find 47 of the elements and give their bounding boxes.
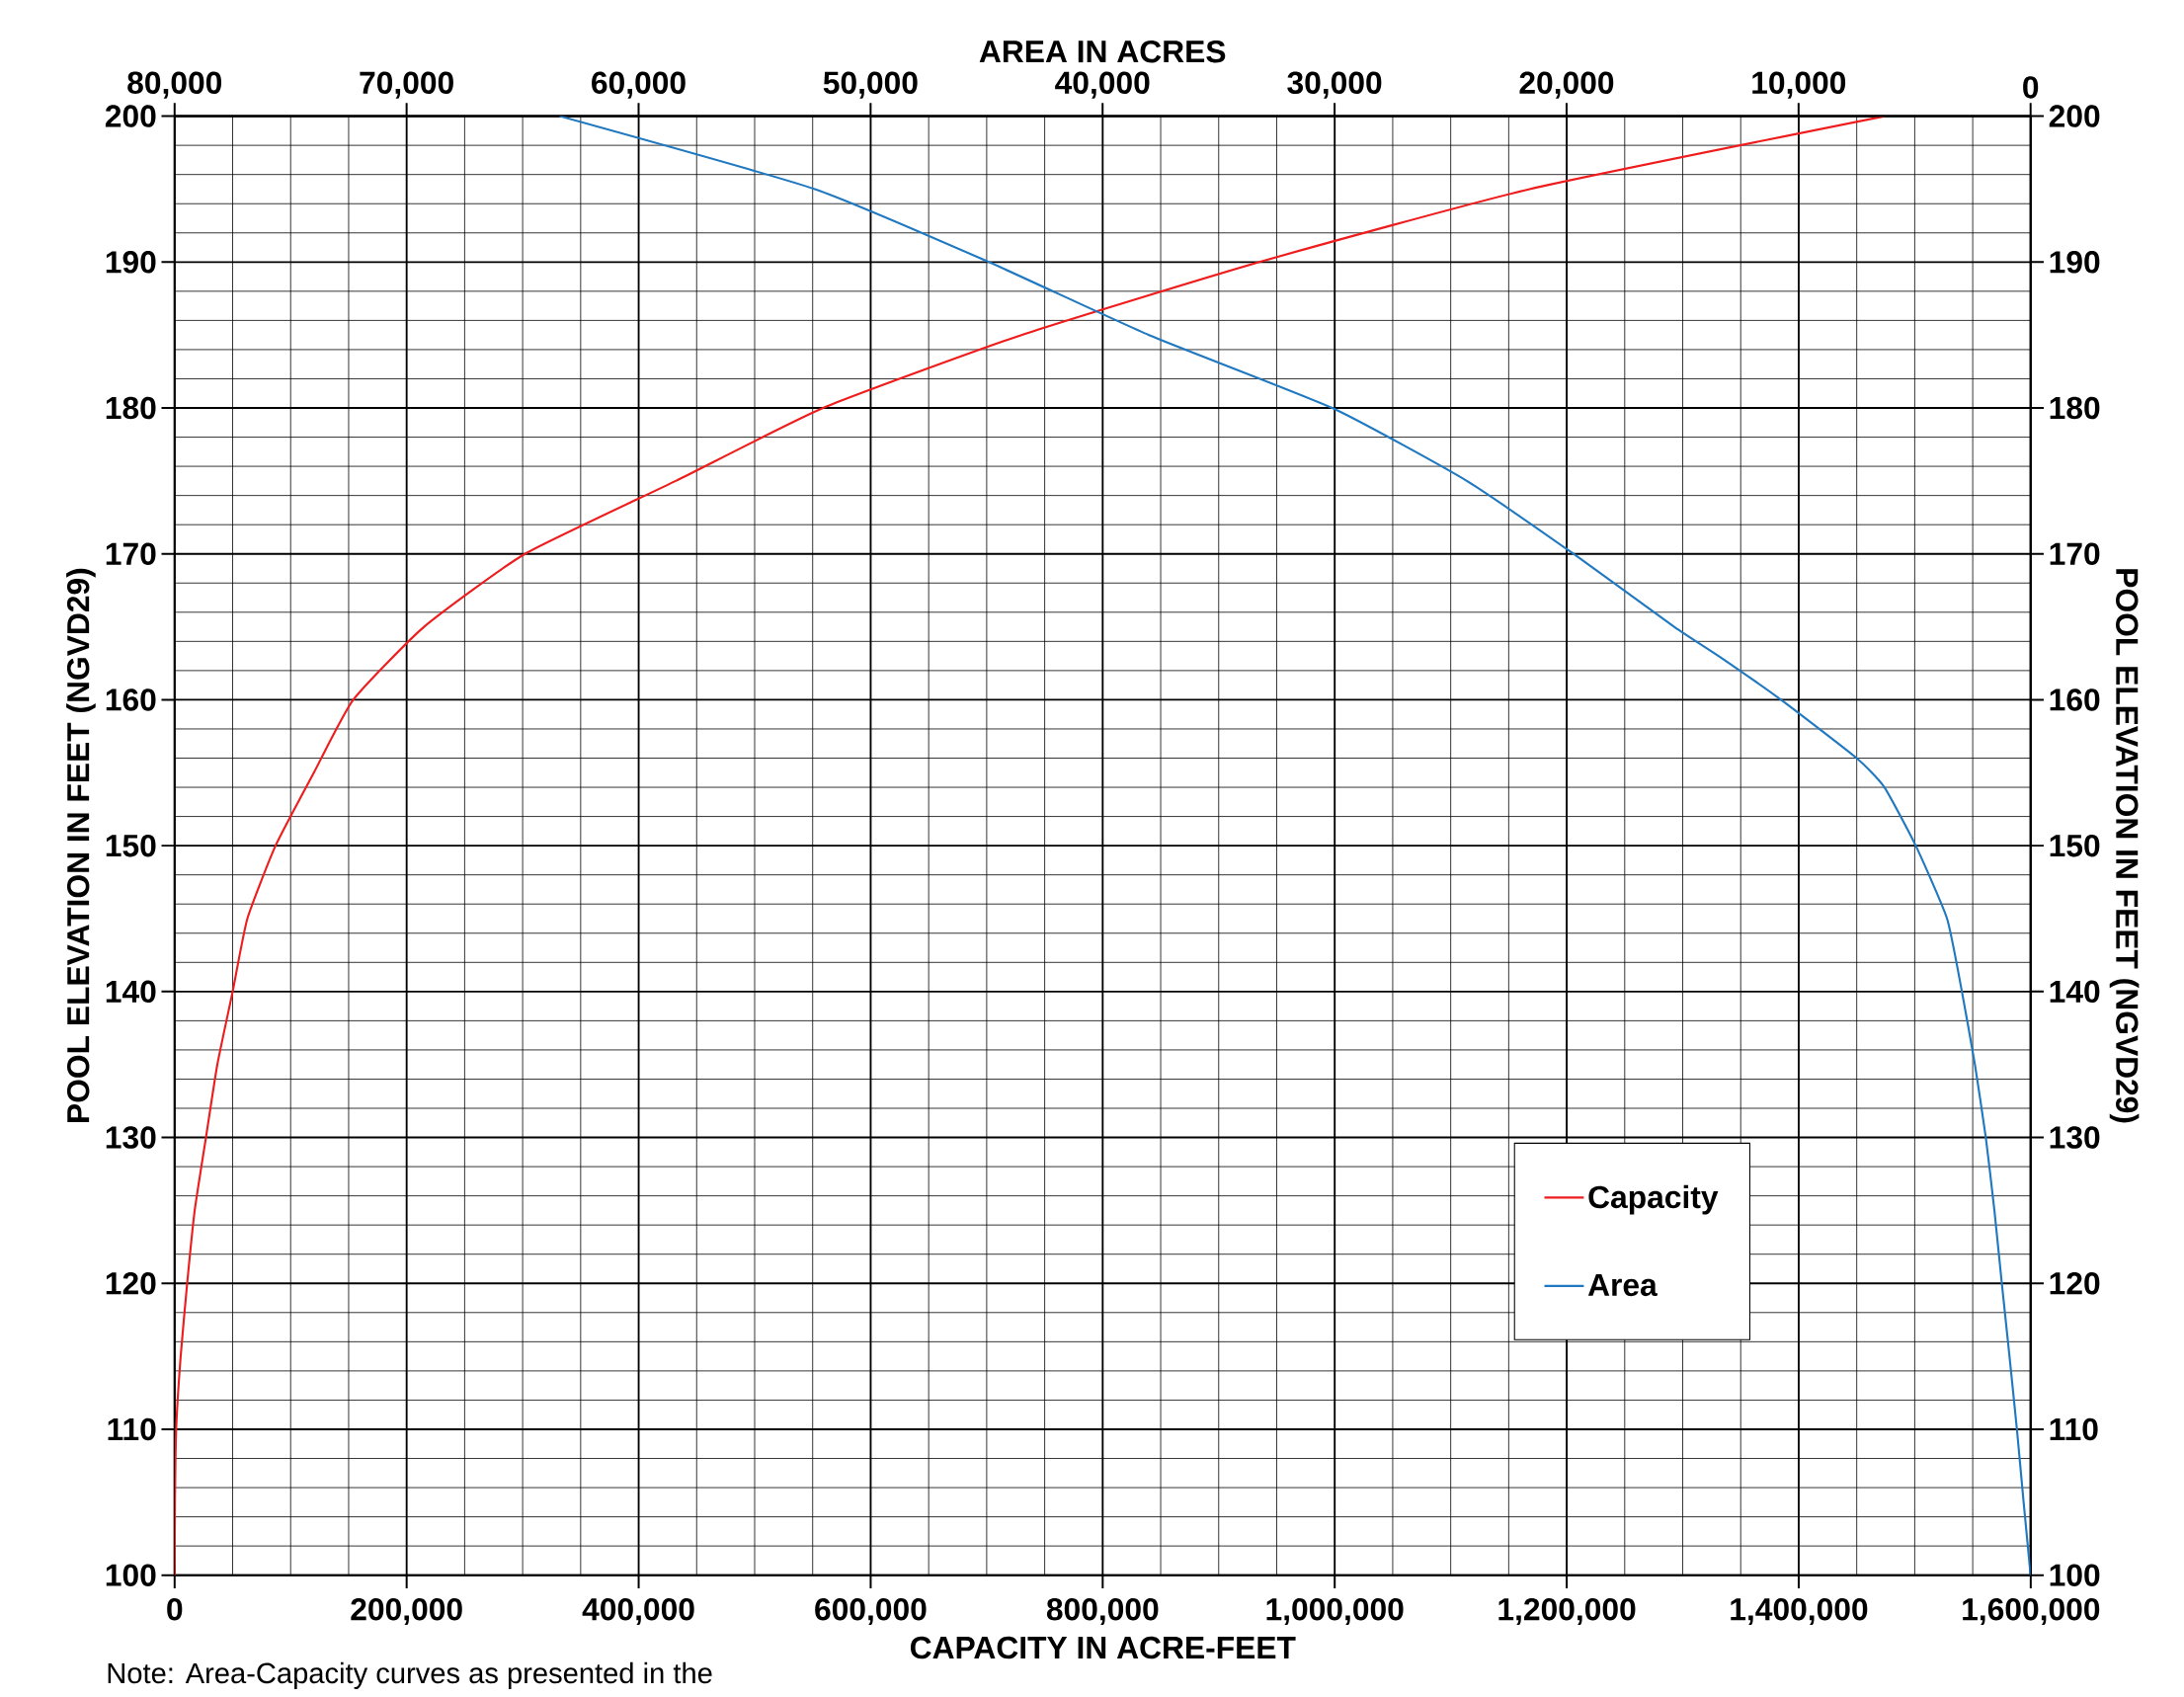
- x-tick-label: 1,400,000: [1731, 1597, 1868, 1625]
- x2-tick-label: 30,000: [1287, 71, 1382, 99]
- x-axis-title: CAPACITY IN ACRE-FEET: [910, 1636, 1296, 1659]
- y-tick-label: 130: [106, 1126, 156, 1149]
- y-tick-label: 140: [106, 980, 156, 1003]
- y-tick-label: 100: [106, 1564, 156, 1586]
- y-tick-label: 180: [106, 396, 156, 420]
- x-tick-label: 400,000: [582, 1597, 694, 1625]
- y2-axis-title: POOL ELEVATION IN FEET (NGVD29): [2109, 569, 2140, 1123]
- x2-tick-label: 0: [2023, 76, 2039, 99]
- y2-tick-label: 190: [2050, 250, 2100, 274]
- y2-tick-label: 180: [2050, 396, 2100, 420]
- legend-label: Capacity: [1588, 1184, 1719, 1215]
- x-tick-label: 600,000: [815, 1597, 927, 1625]
- y2-tick-label: 110: [2050, 1417, 2098, 1441]
- y-tick-label: 150: [106, 834, 156, 857]
- x2-tick-label: 80,000: [127, 71, 222, 99]
- y-tick-label: 200: [105, 105, 156, 127]
- x2-tick-label: 40,000: [1055, 71, 1150, 99]
- y-tick-label: 120: [106, 1271, 156, 1295]
- y2-tick-label: 120: [2050, 1271, 2100, 1295]
- x-tick-label: 0: [167, 1597, 183, 1621]
- x-tick-label: 200,000: [351, 1597, 462, 1625]
- y2-tick-label: 170: [2050, 542, 2100, 565]
- y-tick-label: 170: [106, 542, 156, 565]
- x-tick-label: 1,200,000: [1498, 1597, 1636, 1625]
- text: Note: Area-Capacity curves as presented in the: [108, 1661, 712, 1689]
- x2-tick-label: 50,000: [823, 71, 918, 99]
- x2-tick-label: 60,000: [592, 71, 686, 99]
- y-tick-label: 160: [106, 688, 156, 711]
- y2-tick-label: 130: [2050, 1126, 2100, 1149]
- y-tick-label: 110: [108, 1417, 156, 1441]
- x-tick-label: 800,000: [1046, 1597, 1159, 1625]
- x2-tick-label: 70,000: [360, 71, 453, 99]
- x-tick-label: 1,000,000: [1266, 1597, 1404, 1625]
- x-tick-label: 1,600,000: [1963, 1597, 2100, 1625]
- y2-tick-label: 200: [2049, 105, 2100, 127]
- x2-axis-title: AREA IN ACRES: [979, 40, 1226, 63]
- y2-tick-label: 160: [2050, 688, 2100, 711]
- y-axis-title: POOL ELEVATION IN FEET (NGVD29): [66, 568, 96, 1122]
- y2-tick-label: 140: [2050, 980, 2100, 1003]
- y2-tick-label: 100: [2050, 1564, 2100, 1586]
- y2-tick-label: 150: [2050, 834, 2100, 857]
- y-tick-label: 190: [106, 250, 156, 274]
- x2-tick-label: 10,000: [1752, 71, 1846, 99]
- legend-label: Area: [1587, 1273, 1658, 1297]
- x2-tick-label: 20,000: [1519, 71, 1614, 99]
